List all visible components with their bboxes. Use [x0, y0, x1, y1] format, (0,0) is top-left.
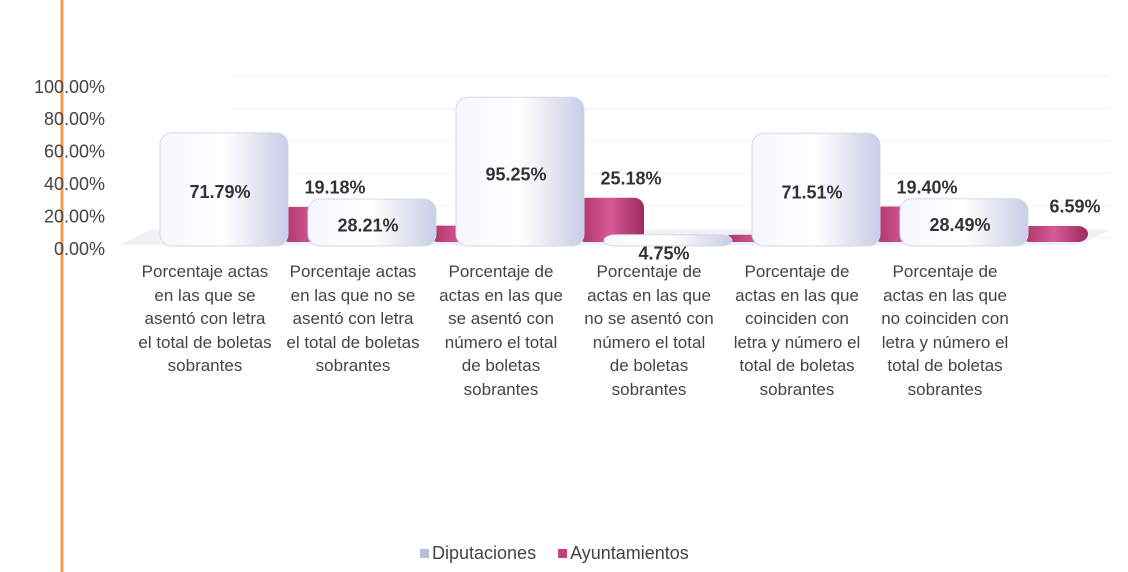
value-label: 25.18%	[600, 168, 661, 188]
bar	[159, 132, 289, 247]
y-tick-label: 20.00%	[44, 206, 105, 226]
value-label: 6.59%	[1049, 197, 1100, 217]
x-tick-label: Porcentaje de actas en las que no coinci…	[881, 262, 1009, 399]
y-tick-label: 40.00%	[44, 174, 105, 194]
legend-label: Ayuntamientos	[570, 543, 689, 563]
y-tick-label: 80.00%	[44, 109, 105, 129]
value-label: 71.79%	[189, 182, 250, 202]
value-label: 4.75%	[638, 244, 689, 264]
legend-label: Diputaciones	[432, 543, 536, 563]
bar	[1020, 225, 1088, 242]
value-label: 71.51%	[781, 182, 842, 202]
value-label: 28.49%	[929, 215, 990, 235]
y-tick-label: 60.00%	[44, 142, 105, 162]
bar	[899, 198, 1029, 247]
value-label: 19.40%	[896, 177, 957, 197]
bar	[455, 96, 585, 247]
x-tick-label: Porcentaje actas en las que no se asentó…	[286, 262, 420, 375]
bar	[603, 234, 733, 247]
x-tick-label: Porcentaje de actas en las que se asentó…	[439, 262, 563, 399]
y-tick-label: 0.00%	[54, 239, 105, 259]
x-tick-label: Porcentaje actas en las que se asentó co…	[138, 262, 272, 375]
legend-marker	[558, 549, 568, 558]
value-label: 28.21%	[337, 215, 398, 235]
bar	[307, 198, 437, 247]
bar	[576, 197, 644, 242]
bar	[751, 132, 881, 247]
value-label: 95.25%	[485, 164, 546, 184]
value-label: 19.18%	[304, 178, 365, 198]
x-tick-label: Porcentaje de actas en las que no se ase…	[584, 262, 714, 399]
x-tick-label: Porcentaje de actas en las que coinciden…	[733, 262, 861, 399]
y-tick-label: 100.00%	[34, 77, 105, 97]
legend-marker	[420, 549, 429, 558]
